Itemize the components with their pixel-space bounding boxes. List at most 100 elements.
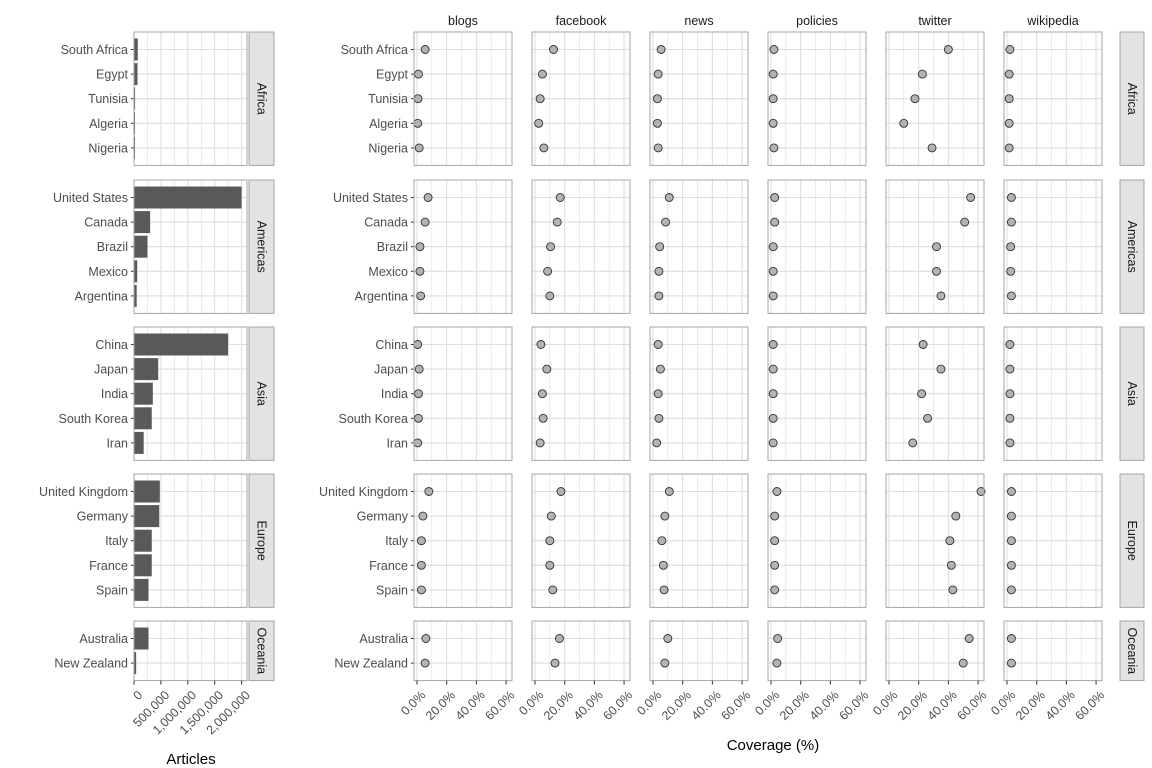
point-south-africa-policies — [769, 45, 779, 54]
dot-panel-americas-blogs — [413, 179, 513, 314]
strip-label-asia: Asia — [1125, 382, 1139, 406]
point-india-facebook — [537, 389, 547, 399]
point-spain-facebook — [548, 585, 558, 595]
y-tick-label-china: China — [95, 338, 128, 352]
dot-row-africa: South Africa Egypt Tunisia Algeria Nigeria Af… — [341, 31, 1145, 166]
point-france-news — [658, 560, 668, 570]
point-south-africa-blogs — [420, 45, 430, 54]
bar-australia — [134, 627, 149, 650]
y-tick-label-south-korea: South Korea — [59, 412, 129, 426]
dot-panel-europe-facebook — [531, 473, 631, 608]
y-tick-label-india: India — [101, 387, 128, 401]
point-argentina-news — [654, 291, 664, 301]
y-tick-label-argentina: Argentina — [74, 289, 128, 303]
point-argentina-wikipedia — [1006, 291, 1016, 301]
y-tick-label-algeria: Algeria — [89, 117, 128, 131]
point-new-zealand-wikipedia — [1006, 658, 1016, 668]
point-new-zealand-policies — [772, 658, 782, 668]
y-tick-label-united-kingdom: United Kingdom — [319, 485, 408, 499]
bar-italy — [134, 529, 152, 552]
point-japan-facebook — [542, 364, 552, 374]
y-tick-label-iran: Iran — [386, 436, 408, 450]
point-new-zealand-facebook — [550, 658, 560, 668]
panel-background — [768, 621, 866, 681]
panel-border — [649, 179, 749, 314]
y-tick-label-south-africa: South Africa — [61, 43, 128, 57]
point-united-kingdom-wikipedia — [1006, 487, 1016, 496]
panel-border — [413, 179, 513, 314]
point-brazil-policies — [768, 242, 778, 252]
panel-border — [649, 31, 749, 166]
point-spain-blogs — [416, 585, 426, 595]
point-south-africa-wikipedia — [1005, 45, 1015, 54]
panel-border — [1003, 473, 1103, 608]
panel-background — [134, 621, 247, 681]
point-mexico-news — [654, 266, 664, 276]
point-tunisia-twitter — [910, 94, 920, 104]
point-france-wikipedia — [1006, 560, 1016, 570]
point-iran-facebook — [535, 438, 545, 448]
dot-panel-asia-policies — [767, 326, 867, 461]
panel-border — [1003, 179, 1103, 314]
point-tunisia-news — [652, 94, 662, 104]
y-tick-label-canada: Canada — [364, 216, 408, 230]
point-china-policies — [768, 340, 778, 349]
dot-panel-africa-wikipedia — [1003, 31, 1103, 166]
column-header-blogs: blogs — [448, 14, 478, 28]
column-header-wikipedia: wikipedia — [1026, 14, 1078, 28]
point-south-korea-news — [654, 413, 664, 423]
point-united-kingdom-facebook — [556, 487, 566, 496]
y-tick-label-tunisia: Tunisia — [368, 92, 408, 106]
point-south-africa-twitter — [943, 45, 953, 54]
panel-border — [885, 326, 985, 461]
y-tick-label-australia: Australia — [79, 632, 128, 646]
y-tick-label-spain: Spain — [96, 583, 128, 597]
point-china-news — [653, 340, 663, 349]
y-tick-label-tunisia: Tunisia — [88, 92, 128, 106]
y-tick-label-iran: Iran — [106, 436, 128, 450]
point-argentina-facebook — [545, 291, 555, 301]
point-japan-news — [655, 364, 665, 374]
dot-panel-asia-blogs — [413, 326, 513, 461]
point-brazil-twitter — [932, 242, 941, 252]
point-united-kingdom-twitter — [976, 487, 986, 496]
point-italy-twitter — [945, 536, 955, 546]
y-tick-label-italy: Italy — [385, 534, 409, 548]
y-tick-label-nigeria: Nigeria — [368, 141, 408, 155]
point-india-news — [653, 389, 663, 399]
point-south-korea-twitter — [923, 413, 933, 423]
dot-panel-europe-twitter — [885, 473, 986, 608]
point-algeria-facebook — [534, 118, 544, 128]
point-tunisia-wikipedia — [1004, 94, 1014, 104]
panel-background — [414, 621, 512, 681]
strip-label-europe: Europe — [255, 521, 269, 561]
point-nigeria-twitter — [927, 143, 937, 153]
strip-oceania — [1119, 620, 1145, 682]
bar-iran — [134, 431, 144, 454]
panel-border — [531, 179, 631, 314]
y-tick-label-india: India — [381, 387, 408, 401]
y-tick-label-nigeria: Nigeria — [88, 141, 128, 155]
dot-panel-americas-policies — [767, 179, 867, 314]
y-tick-label-new-zealand: New Zealand — [54, 657, 128, 671]
dot-panel-asia-twitter — [885, 326, 985, 461]
point-australia-policies — [773, 634, 783, 643]
y-tick-label-brazil: Brazil — [97, 240, 128, 254]
y-tick-label-france: France — [89, 559, 128, 573]
bar-new-zealand — [134, 652, 137, 675]
point-nigeria-news — [653, 143, 663, 153]
y-tick-label-brazil: Brazil — [377, 240, 408, 254]
strip-asia — [248, 326, 275, 461]
dot-panel-americas-facebook — [531, 179, 631, 314]
point-japan-twitter — [936, 364, 946, 374]
panel-border — [767, 31, 867, 166]
point-egypt-policies — [768, 69, 778, 79]
y-tick-label-france: France — [369, 559, 408, 573]
point-japan-policies — [768, 364, 778, 374]
point-japan-wikipedia — [1005, 364, 1015, 374]
point-egypt-blogs — [414, 69, 423, 79]
strip-label-africa: Africa — [255, 83, 269, 115]
point-new-zealand-blogs — [420, 658, 430, 668]
dot-panel-asia-wikipedia — [1003, 326, 1103, 461]
point-tunisia-facebook — [535, 94, 545, 104]
